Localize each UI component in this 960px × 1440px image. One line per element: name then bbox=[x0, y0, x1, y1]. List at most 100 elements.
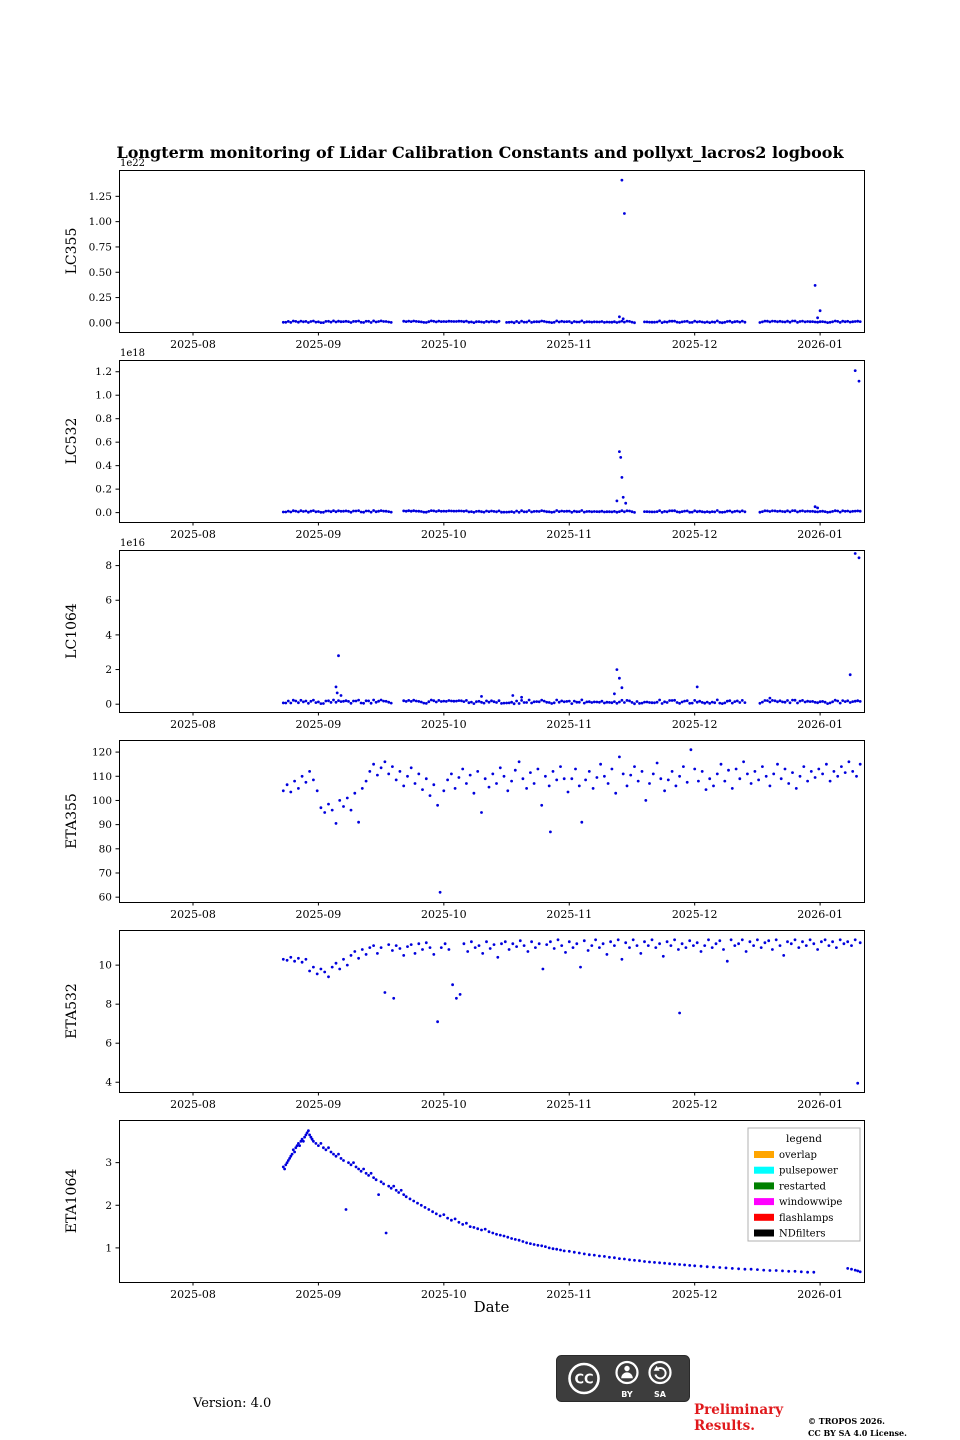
x-tick-label: 2025-12 bbox=[672, 1288, 718, 1301]
sa-arrow-icon bbox=[648, 1360, 672, 1385]
x-tick-label: 2025-08 bbox=[170, 718, 216, 731]
y-tick-label: 6 bbox=[105, 595, 112, 607]
y-tick-label: 10 bbox=[99, 960, 112, 972]
legend-item-overlap: overlap bbox=[754, 1150, 817, 1161]
y-tick-label: 100 bbox=[92, 795, 112, 807]
y-tick-label: 0.50 bbox=[89, 267, 112, 279]
x-tick-label: 2025-08 bbox=[170, 528, 216, 541]
panel-LC532: 2025-08 2025-09 2025-10 2025-11 2025-12 2026-… bbox=[64, 348, 865, 541]
x-tick-label: 2025-12 bbox=[672, 338, 718, 351]
scatter-points bbox=[281, 748, 862, 894]
x-tick-label: 2025-11 bbox=[546, 1288, 592, 1301]
by-person-body bbox=[621, 1372, 633, 1379]
plot-frame bbox=[119, 170, 865, 333]
x-tick-label: 2025-09 bbox=[296, 1098, 342, 1111]
x-tick-label: 2026-01 bbox=[797, 908, 843, 921]
x-tick-label: 2026-01 bbox=[797, 718, 843, 731]
x-tick-label: 2025-09 bbox=[296, 528, 342, 541]
legend-title: legend bbox=[786, 1133, 822, 1145]
legend-label: restarted bbox=[779, 1181, 827, 1192]
y-tick-label: 8 bbox=[105, 999, 112, 1011]
plot-frame bbox=[119, 550, 865, 713]
y-tick-label: 3 bbox=[105, 1157, 112, 1169]
legend-label: overlap bbox=[779, 1150, 817, 1161]
sa-label: SA bbox=[654, 1390, 667, 1399]
y-tick-label: 2 bbox=[105, 1200, 112, 1212]
x-tick-label: 2025-12 bbox=[672, 908, 718, 921]
x-tick-label: 2025-11 bbox=[546, 338, 592, 351]
legend-item-windowwipe: windowwipe bbox=[754, 1197, 842, 1208]
y-tick-label: 1.00 bbox=[89, 216, 112, 228]
x-tick-label: 2025-11 bbox=[546, 528, 592, 541]
scatter-points bbox=[281, 1129, 862, 1274]
y-axis-label: ETA532 bbox=[64, 983, 80, 1039]
legend-item-pulsepower: pulsepower bbox=[754, 1166, 838, 1177]
preliminary-line1: Preliminary bbox=[694, 1402, 784, 1418]
x-tick-label: 2025-08 bbox=[170, 908, 216, 921]
legend-item-restarted: restarted bbox=[754, 1181, 827, 1192]
chart-title: Longterm monitoring of Lidar Calibration… bbox=[116, 143, 844, 162]
scatter-points bbox=[281, 938, 862, 1085]
x-tick-label: 2025-10 bbox=[421, 1288, 467, 1301]
cc-license-badge: CC BY SA bbox=[556, 1355, 690, 1402]
x-tick-label: 2025-12 bbox=[672, 528, 718, 541]
legend-label: windowwipe bbox=[779, 1197, 842, 1208]
legend-swatch-flashlamps bbox=[754, 1213, 774, 1221]
y-tick-label: 0.00 bbox=[89, 317, 112, 329]
by-label: BY bbox=[621, 1390, 633, 1399]
legend-swatch-overlap bbox=[754, 1151, 774, 1158]
legend-label: flashlamps bbox=[779, 1213, 833, 1224]
copyright-line1: © TROPOS 2026. bbox=[808, 1416, 885, 1426]
y-tick-label: 1.2 bbox=[95, 366, 112, 378]
panel-ETA1064: 2025-08 2025-09 2025-10 2025-11 2025-12 2026-… bbox=[64, 1120, 865, 1301]
y-tick-label: 0.4 bbox=[95, 460, 112, 472]
axis-offset-label: 1e18 bbox=[120, 348, 145, 359]
x-tick-label: 2025-10 bbox=[421, 908, 467, 921]
y-tick-label: 0.6 bbox=[95, 437, 112, 449]
y-axis-label: ETA355 bbox=[64, 793, 80, 849]
x-tick-label: 2025-12 bbox=[672, 718, 718, 731]
plot-frame bbox=[119, 930, 865, 1093]
y-axis-label: ETA1064 bbox=[64, 1169, 80, 1234]
cc-icon-label: CC bbox=[574, 1373, 593, 1388]
y-tick-label: 80 bbox=[99, 843, 112, 855]
y-tick-label: 4 bbox=[105, 629, 112, 641]
scatter-points bbox=[281, 178, 862, 325]
y-tick-label: 120 bbox=[92, 747, 112, 759]
preliminary-line2: Results. bbox=[694, 1417, 755, 1434]
x-tick-label: 2026-01 bbox=[797, 338, 843, 351]
panel-ETA355: 2025-08 2025-09 2025-10 2025-11 2025-12 2026-… bbox=[64, 740, 865, 921]
y-tick-label: 110 bbox=[92, 771, 112, 783]
scatter-points bbox=[281, 552, 862, 706]
axis-offset-label: 1e16 bbox=[120, 538, 145, 549]
y-axis-label: LC355 bbox=[64, 228, 80, 275]
legend-swatch-restarted bbox=[754, 1182, 774, 1190]
y-tick-label: 60 bbox=[99, 892, 112, 904]
x-tick-label: 2025-12 bbox=[672, 1098, 718, 1111]
y-axis-label: LC1064 bbox=[64, 603, 80, 659]
y-tick-label: 0.0 bbox=[95, 507, 112, 519]
y-tick-label: 0.8 bbox=[95, 413, 112, 425]
x-tick-label: 2025-10 bbox=[421, 528, 467, 541]
legend-swatch-pulsepower bbox=[754, 1166, 774, 1174]
legend-label: pulsepower bbox=[779, 1166, 838, 1177]
legend-item-NDfilters: NDfilters bbox=[754, 1229, 825, 1240]
y-tick-label: 6 bbox=[105, 1038, 112, 1050]
by-person-icon bbox=[615, 1360, 639, 1385]
y-tick-label: 0.2 bbox=[95, 484, 112, 496]
lidar-calibration-chart: 2025-08 2025-09 2025-10 2025-11 2025-12 2026-… bbox=[64, 158, 865, 1316]
legend-swatch-windowwipe bbox=[754, 1198, 774, 1206]
x-tick-label: 2025-11 bbox=[546, 718, 592, 731]
legend-label: NDfilters bbox=[779, 1229, 825, 1240]
plot-frame bbox=[119, 740, 865, 903]
x-axis-label: Date bbox=[474, 1298, 510, 1316]
x-tick-label: 2025-08 bbox=[170, 1098, 216, 1111]
x-tick-label: 2025-10 bbox=[421, 1098, 467, 1111]
legend: legend overlap pulsepower restarted windowwi… bbox=[747, 1127, 861, 1242]
cc-circle-icon bbox=[568, 1362, 600, 1395]
x-tick-label: 2025-11 bbox=[546, 1098, 592, 1111]
scatter-points bbox=[281, 369, 862, 514]
x-tick-label: 2025-11 bbox=[546, 908, 592, 921]
panel-ETA532: 2025-08 2025-09 2025-10 2025-11 2025-12 2026-… bbox=[64, 930, 865, 1111]
y-tick-label: 90 bbox=[99, 819, 112, 831]
